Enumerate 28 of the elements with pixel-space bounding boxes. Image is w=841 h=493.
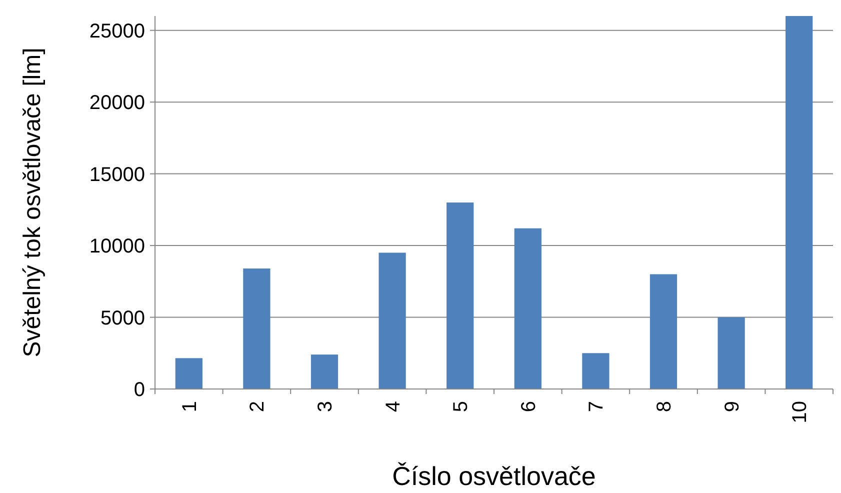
y-tick-label: 25000 — [89, 20, 145, 42]
bar — [310, 354, 338, 389]
bar — [582, 353, 610, 389]
bar — [786, 16, 813, 389]
x-tick-label: 9 — [721, 401, 744, 412]
x-tick-label: 6 — [518, 401, 540, 412]
bar — [514, 228, 542, 389]
x-tick-label: 5 — [450, 401, 472, 412]
x-tick-label: 7 — [586, 401, 608, 412]
x-tick-label: 3 — [314, 401, 336, 412]
bar — [378, 252, 406, 389]
y-tick-label: 0 — [134, 379, 145, 401]
bar — [650, 274, 678, 389]
y-tick-label: 15000 — [89, 164, 145, 186]
y-tick-label: 20000 — [89, 92, 145, 114]
x-axis-title: Číslo osvětlovače — [392, 461, 596, 491]
bar — [175, 358, 202, 389]
y-axis-title: Světelný tok osvětlovače [lm] — [19, 48, 46, 358]
y-tick-label: 5000 — [100, 307, 145, 330]
x-tick-label: 1 — [178, 401, 201, 412]
x-tick-label: 2 — [246, 401, 269, 412]
x-tick-label: 10 — [789, 401, 812, 424]
x-tick-label: 8 — [654, 401, 676, 412]
bar — [718, 317, 745, 389]
y-tick-label: 10000 — [89, 236, 145, 258]
x-tick-label: 4 — [382, 401, 404, 412]
bar — [446, 202, 474, 389]
bar — [243, 268, 270, 389]
